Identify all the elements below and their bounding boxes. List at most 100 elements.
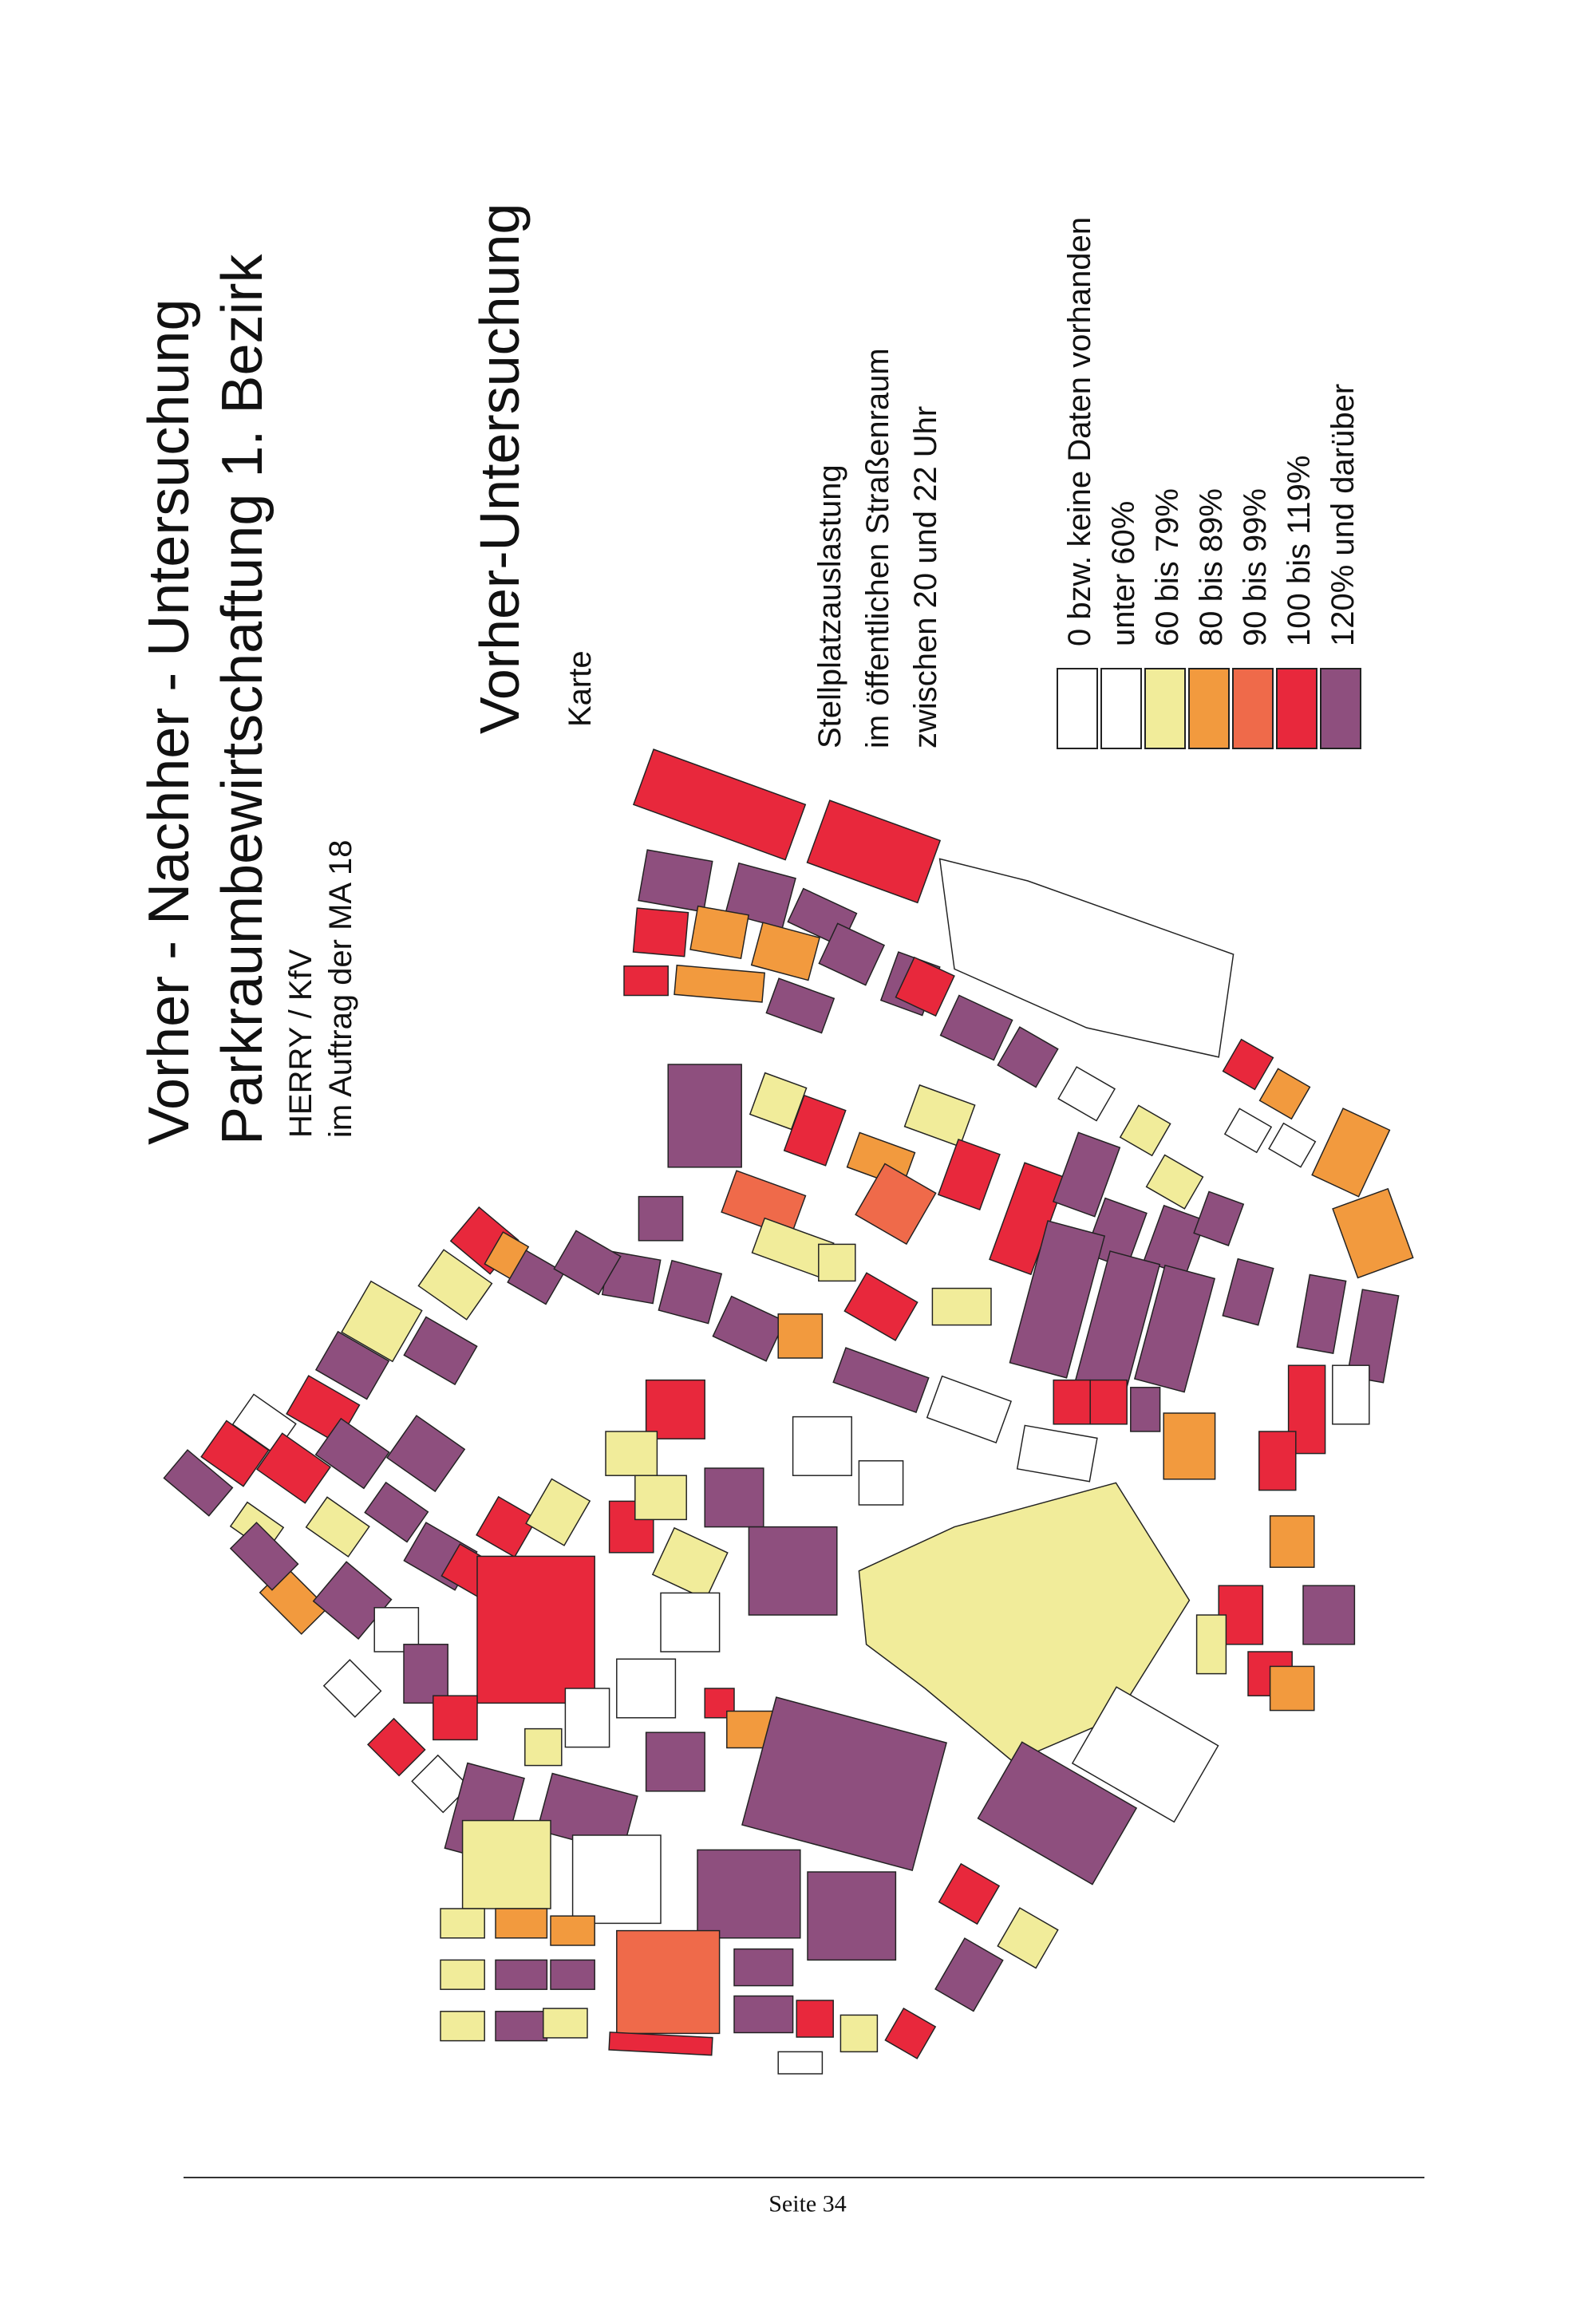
block (658, 1259, 723, 1325)
block (305, 1496, 370, 1558)
block (364, 1481, 429, 1543)
author: HERRY / KfV (283, 949, 318, 1138)
legend-swatch (1320, 668, 1361, 749)
block (543, 2008, 588, 2039)
legend-swatch (1232, 668, 1274, 749)
legend: 0 bzw. keine Daten vorhanden unter 60% 60 … (1057, 217, 1361, 749)
block (1223, 1108, 1273, 1154)
block (638, 1195, 684, 1242)
block (777, 2051, 824, 2075)
block (608, 2032, 713, 2056)
block (750, 922, 820, 981)
block (903, 1084, 976, 1147)
block (623, 965, 669, 997)
legend-swatch (1276, 668, 1317, 749)
block (818, 1243, 856, 1282)
block (632, 748, 807, 861)
block (725, 862, 796, 929)
legend-label: 90 bis 99% (1238, 488, 1273, 646)
block (495, 1908, 548, 1939)
block (1222, 1038, 1274, 1091)
block (931, 1287, 992, 1326)
block (550, 1959, 595, 1990)
block (200, 1420, 270, 1487)
block (314, 1330, 390, 1400)
block (461, 1819, 551, 1909)
block (403, 1316, 478, 1386)
block (1130, 1387, 1161, 1432)
block (697, 1849, 801, 1939)
legend-label: 0 bzw. keine Daten vorhanden (1062, 217, 1097, 646)
block (1193, 1190, 1245, 1246)
block (314, 1417, 390, 1490)
block (938, 1862, 1001, 1925)
page-number: Seite 34 (768, 2191, 847, 2217)
block (689, 905, 749, 960)
block (855, 1163, 937, 1246)
block (1009, 1220, 1106, 1379)
block (645, 1731, 705, 1792)
block (792, 1416, 852, 1476)
block (1258, 1431, 1297, 1491)
block (564, 1688, 610, 1748)
block (884, 2007, 937, 2059)
block (721, 1170, 807, 1238)
legend-swatch (1057, 668, 1098, 749)
block (765, 977, 836, 1034)
block (476, 1555, 595, 1704)
legend-swatch (1100, 668, 1142, 749)
block (843, 1272, 918, 1341)
block (403, 1644, 448, 1704)
block (1222, 1258, 1274, 1326)
legend-label: 120% und darüber (1325, 384, 1361, 646)
block (704, 1467, 764, 1528)
block (229, 1522, 299, 1591)
block (674, 964, 765, 1003)
subtitle: Parkraumbewirtschaftung 1. Bezirk (211, 254, 275, 1145)
block (571, 1834, 662, 1925)
client: im Auftrag der MA 18 (323, 839, 358, 1138)
block (634, 1475, 687, 1521)
block (997, 1907, 1059, 1969)
block (1268, 1122, 1317, 1168)
block (440, 1908, 485, 1939)
block (322, 1659, 382, 1718)
block (163, 1449, 234, 1517)
block (255, 1432, 332, 1504)
block (783, 1094, 847, 1167)
block (1053, 1379, 1091, 1425)
block (712, 1295, 786, 1362)
legend-label: unter 60% (1106, 501, 1141, 646)
block (926, 1375, 1013, 1444)
block (1332, 1187, 1414, 1279)
block (807, 1871, 897, 1961)
block (507, 1250, 566, 1305)
block (796, 2000, 834, 2038)
block (1332, 1364, 1370, 1425)
title: Vorher - Nachher - Untersuchung (137, 298, 201, 1145)
block (645, 1379, 705, 1439)
block (616, 1658, 677, 1719)
block (1089, 1379, 1128, 1425)
block (937, 1139, 1001, 1210)
block (741, 1696, 947, 1872)
block (525, 1478, 591, 1546)
block (616, 1929, 721, 2035)
block (818, 922, 886, 986)
block (433, 1695, 478, 1741)
block (495, 2011, 548, 2042)
block (939, 994, 1013, 1061)
block (832, 1347, 930, 1414)
block (476, 1495, 538, 1558)
map (163, 748, 1414, 2075)
block (1119, 1104, 1171, 1157)
legend-label: 80 bis 89% (1194, 488, 1229, 646)
block (660, 1592, 721, 1652)
block (733, 1948, 794, 1987)
block (550, 1915, 595, 1946)
block (895, 956, 955, 1017)
block (1311, 1108, 1391, 1198)
block (1016, 1424, 1098, 1483)
block (938, 858, 1235, 1058)
